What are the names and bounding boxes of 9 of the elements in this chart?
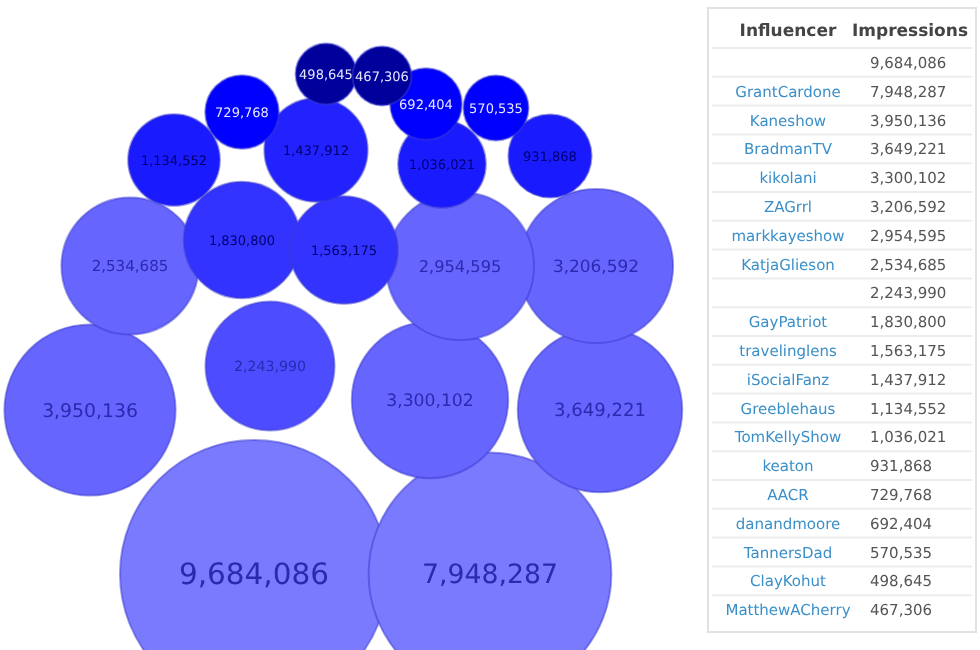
text: 7,948,287 — [422, 561, 558, 592]
text: 3,649,221 — [554, 402, 646, 423]
text: 3,206,592 — [552, 255, 640, 276]
text: 9,684,086 — [179, 558, 329, 593]
text: Influencer — [739, 22, 838, 42]
text: Impressions — [851, 22, 969, 42]
text: 3,300,102 — [386, 392, 474, 413]
text: 3,950,136 — [42, 400, 138, 423]
text: 2,954,595 — [418, 255, 502, 276]
